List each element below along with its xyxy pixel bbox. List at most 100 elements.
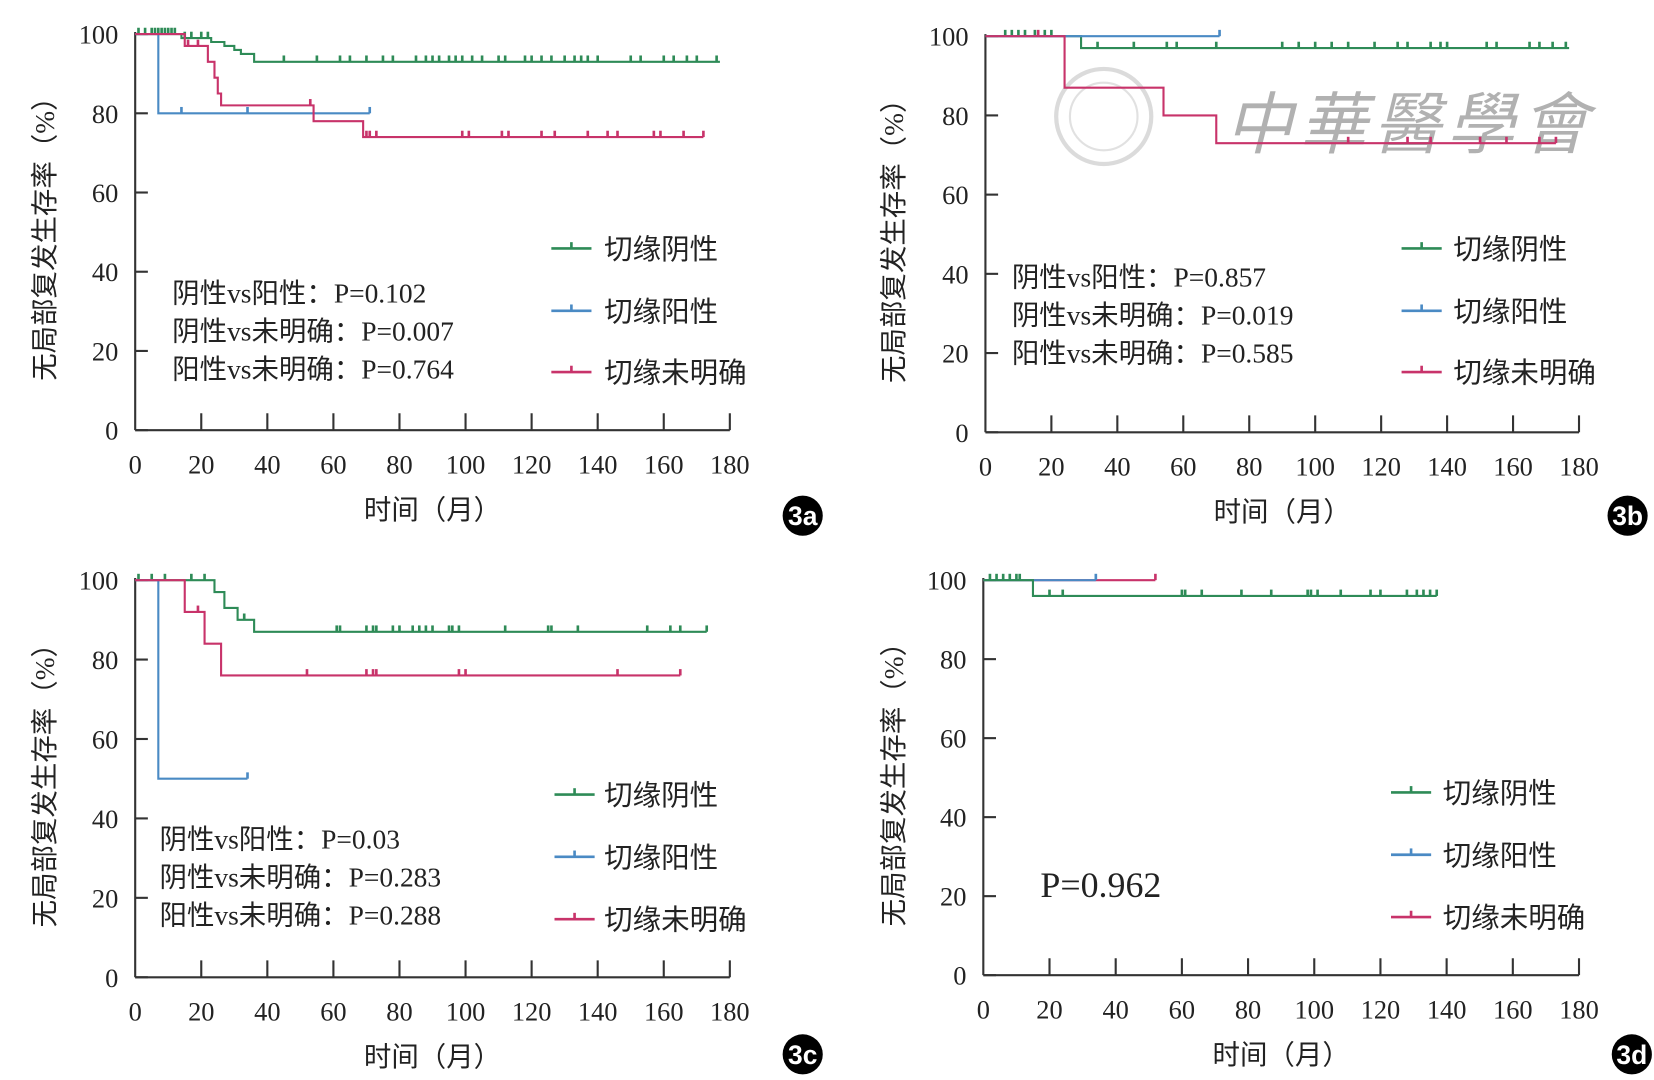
y-tick-label: 80: [92, 99, 118, 129]
y-tick-label: 40: [92, 257, 118, 287]
legend-label: 切缘阴性: [604, 780, 718, 812]
y-tick-label: 40: [942, 259, 968, 289]
y-tick-label: 20: [940, 882, 966, 912]
x-tick-label: 40: [1102, 994, 1128, 1024]
x-tick-label: 160: [644, 997, 684, 1027]
km-curve-切缘阳性: [135, 33, 370, 115]
legend-label: 切缘未明确: [604, 358, 747, 390]
legend-label: 切缘阴性: [1453, 234, 1567, 266]
x-tick-label: 140: [578, 997, 618, 1027]
y-axis-label: 无局部复发生存率（%）: [879, 629, 909, 926]
y-tick-label: 20: [942, 339, 968, 369]
x-tick-label: 140: [1427, 994, 1467, 1024]
x-tick-label: 100: [1294, 994, 1334, 1024]
km-curve-切缘未明确: [135, 33, 704, 139]
x-tick-label: 160: [644, 449, 684, 479]
y-tick-label: 80: [92, 645, 118, 675]
x-tick-label: 180: [1559, 994, 1599, 1024]
x-tick-label: 0: [129, 449, 142, 479]
p-value-annotation: 阴性vs阳性：P=0.857: [1012, 263, 1266, 293]
panel-badge: [782, 495, 823, 536]
y-tick-label: 60: [942, 180, 968, 210]
y-axis-label: 无局部复发生存率（%）: [879, 86, 909, 383]
watermark: 中華醫學會: [1054, 66, 1597, 167]
x-tick-label: 0: [979, 452, 992, 482]
y-tick-label: 100: [79, 20, 119, 50]
p-value-annotation: 阴性vs阳性：P=0.03: [159, 824, 399, 854]
x-tick-label: 100: [1295, 452, 1335, 482]
x-tick-label: 0: [977, 994, 990, 1024]
x-tick-label: 100: [446, 449, 486, 479]
p-value-annotation: P=0.962: [1040, 865, 1161, 905]
x-tick-label: 60: [1169, 994, 1195, 1024]
km-curve-切缘阳性: [135, 579, 248, 780]
y-tick-label: 0: [953, 961, 966, 991]
x-tick-label: 80: [1235, 994, 1261, 1024]
x-tick-label: 40: [1104, 452, 1130, 482]
p-value-annotation: 阴性vs未明确：P=0.007: [172, 316, 454, 346]
y-tick-label: 20: [92, 336, 118, 366]
x-tick-label: 160: [1493, 452, 1533, 482]
x-tick-label: 60: [320, 997, 346, 1027]
x-tick-label: 100: [446, 997, 486, 1027]
panel-badge-label: 3d: [1616, 1040, 1647, 1070]
x-tick-label: 20: [188, 997, 214, 1027]
km-curve-切缘阴性: [983, 579, 1437, 597]
y-tick-label: 100: [927, 566, 967, 596]
p-value-annotation: 阳性vs未明确：P=0.764: [172, 354, 454, 384]
y-tick-label: 80: [940, 645, 966, 675]
watermark-text: 中華醫學會: [1225, 88, 1597, 163]
y-axis-label: 无局部复发生存率（%）: [30, 630, 60, 927]
chart-panel-3d: 0 20 40 60 80 100 0 20 40 60 80 100 120 140 160 180 时间（月…: [879, 566, 1652, 1075]
x-tick-label: 20: [1036, 994, 1062, 1024]
y-tick-label: 100: [79, 566, 119, 596]
x-tick-label: 120: [1361, 994, 1401, 1024]
p-value-annotation: 阴性vs未明确：P=0.283: [159, 862, 441, 892]
x-axis-label: 时间（月）: [364, 495, 501, 525]
x-tick-label: 120: [1361, 452, 1401, 482]
x-tick-label: 60: [1170, 452, 1196, 482]
watermark-seal: [1054, 66, 1154, 167]
y-tick-label: 0: [105, 416, 118, 446]
x-tick-label: 140: [1427, 452, 1467, 482]
p-value-annotation: 阴性vs阳性：P=0.102: [172, 278, 426, 308]
legend-label: 切缘阴性: [604, 234, 718, 266]
p-value-annotation: 阴性vs未明确：P=0.019: [1012, 301, 1294, 331]
y-axis-label: 无局部复发生存率（%）: [30, 83, 60, 380]
x-axis-label: 时间（月）: [1213, 1040, 1350, 1070]
panel-badge: [1611, 1034, 1652, 1075]
x-tick-label: 160: [1493, 994, 1533, 1024]
legend-label: 切缘未明确: [604, 905, 747, 937]
x-tick-label: 20: [188, 449, 214, 479]
km-curve-切缘阴性: [135, 579, 707, 633]
p-value-annotation: 阳性vs未明确：P=0.585: [1012, 339, 1294, 369]
legend-label: 切缘阳性: [604, 296, 718, 328]
p-value-annotation: 阳性vs未明确：P=0.288: [159, 900, 441, 930]
x-axis-label: 时间（月）: [1214, 497, 1351, 527]
y-tick-label: 40: [940, 803, 966, 833]
x-tick-label: 180: [710, 449, 750, 479]
x-tick-label: 180: [710, 997, 750, 1027]
panel-badge: [782, 1034, 823, 1075]
y-tick-label: 20: [92, 883, 118, 913]
y-tick-label: 60: [92, 724, 118, 754]
y-tick-label: 100: [929, 22, 969, 52]
y-tick-label: 0: [955, 418, 968, 448]
legend-label: 切缘阴性: [1443, 778, 1557, 810]
panel-badge-label: 3a: [788, 501, 818, 531]
panel-badge-label: 3c: [788, 1040, 817, 1070]
y-tick-label: 0: [105, 963, 118, 993]
legend-label: 切缘阳性: [1443, 840, 1557, 872]
x-tick-label: 80: [386, 449, 412, 479]
km-curve-切缘未明确: [985, 35, 1556, 145]
x-tick-label: 140: [578, 449, 618, 479]
x-axis-label: 时间（月）: [364, 1042, 501, 1072]
x-tick-label: 120: [512, 997, 552, 1027]
legend-label: 切缘未明确: [1443, 903, 1586, 935]
km-curve-切缘未明确: [135, 579, 681, 677]
x-tick-label: 40: [254, 449, 280, 479]
x-tick-label: 180: [1559, 452, 1599, 482]
km-curve-切缘阴性: [135, 33, 720, 63]
panel-badge: [1607, 495, 1648, 536]
